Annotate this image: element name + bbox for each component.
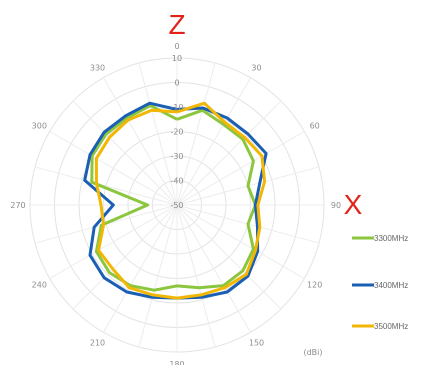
grid-spoke <box>176 131 305 206</box>
radial-tick-label: 0 <box>174 79 179 88</box>
radial-tick-label: -20 <box>170 128 183 137</box>
angle-tick-label: 300 <box>32 122 47 131</box>
grid-spoke <box>49 131 178 206</box>
grid-spoke <box>176 204 216 348</box>
grid-spoke <box>176 62 216 206</box>
grid-spoke <box>176 77 251 206</box>
angle-tick-label: 150 <box>249 339 264 348</box>
grid-spoke <box>34 166 178 206</box>
legend-label-3400MHz: 3400MHz <box>374 281 408 290</box>
series-layer <box>83 101 268 300</box>
angle-tick-label: 270 <box>10 201 25 210</box>
radial-tick-label: -40 <box>170 177 183 186</box>
grid-spoke <box>49 204 178 279</box>
angle-tick-label: 180 <box>169 360 184 365</box>
angle-tick-label: 210 <box>90 339 105 348</box>
radial-tick-label: -50 <box>170 201 183 210</box>
radial-tick-label: -10 <box>170 103 183 112</box>
angle-tick-label: 240 <box>32 281 47 290</box>
grid-spoke <box>176 100 282 206</box>
z-axis-label: Z <box>168 9 185 40</box>
grid-spoke <box>138 204 178 348</box>
grid-spoke <box>138 62 178 206</box>
unit-label: (dBi) <box>303 348 322 357</box>
angle-tick-label: 330 <box>90 63 105 72</box>
radial-tick-label: 10 <box>172 54 182 63</box>
radial-tick-label: -30 <box>170 152 183 161</box>
angle-tick-label: 30 <box>251 63 261 72</box>
angle-tick-label: 0 <box>174 42 179 51</box>
angle-tick-label: 120 <box>307 281 322 290</box>
series-line-3500MHz <box>94 101 267 300</box>
angle-tick-label: 90 <box>331 201 341 210</box>
angle-tick-label: 60 <box>310 122 320 131</box>
grid-spoke <box>72 204 178 310</box>
grid-spoke <box>103 204 178 333</box>
legend: 3300MHz 3400MHz 3500MHz <box>352 234 408 331</box>
series-line-3300MHz <box>90 104 257 292</box>
grid-spoke <box>176 204 305 279</box>
legend-label-3500MHz: 3500MHz <box>374 322 408 331</box>
grid-spoke <box>176 204 251 333</box>
grid-spoke <box>103 77 178 206</box>
tick-labels: 10 0 -10 -20 -30 -40 -50 0 30 60 90 120 150 180 210 240… <box>10 42 341 365</box>
legend-label-3300MHz: 3300MHz <box>374 234 408 243</box>
x-axis-label: X <box>344 189 363 220</box>
grid-spoke <box>176 204 282 310</box>
grid-spoke <box>72 100 178 206</box>
